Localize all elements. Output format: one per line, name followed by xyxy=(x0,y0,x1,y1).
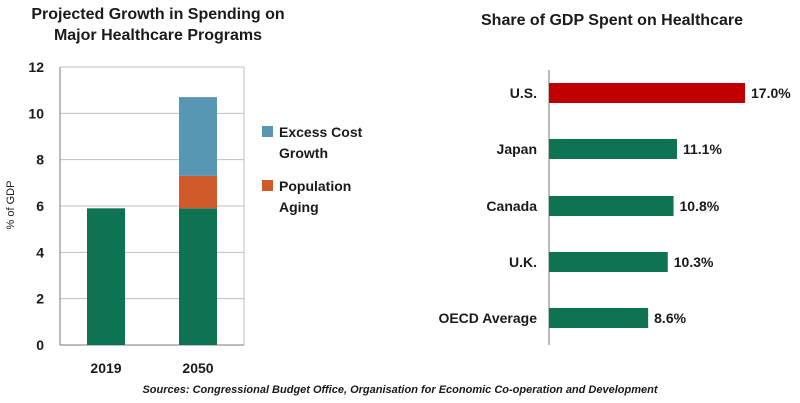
right-value-label: 10.3% xyxy=(674,254,714,270)
right-bar xyxy=(549,252,668,272)
right-category-label: OECD Average xyxy=(438,310,537,326)
left-bar-segment xyxy=(179,175,217,209)
right-value-label: 8.6% xyxy=(654,310,686,326)
left-chart-x-ticks: 2019 2050 xyxy=(90,360,213,376)
left-chart-legend: Excess Cost Growth Population Aging xyxy=(262,124,363,215)
left-y-tick-label: 4 xyxy=(36,244,44,260)
left-bar-segment xyxy=(179,208,217,345)
right-category-label: U.K. xyxy=(509,254,537,270)
right-value-label: 17.0% xyxy=(751,85,791,101)
left-chart-y-ticks: 0 2 4 6 8 10 12 xyxy=(28,59,44,353)
right-category-label: U.S. xyxy=(510,85,537,101)
left-y-tick-label: 2 xyxy=(36,291,44,307)
legend-label: Aging xyxy=(279,199,319,215)
left-bar-segment xyxy=(179,97,217,176)
right-value-label: 11.1% xyxy=(683,141,722,157)
right-bar xyxy=(549,83,745,103)
left-chart-title-line-2: Major Healthcare Programs xyxy=(54,27,262,44)
left-chart-title-line-1: Projected Growth in Spending on xyxy=(31,6,284,23)
right-bar xyxy=(549,196,674,216)
right-chart-title: Share of GDP Spent on Healthcare xyxy=(481,12,743,29)
right-bar xyxy=(549,139,677,159)
legend-label: Excess Cost xyxy=(279,124,363,140)
left-y-tick-label: 0 xyxy=(36,337,44,353)
right-bar xyxy=(549,308,649,328)
source-note: Sources: Congressional Budget Office, Or… xyxy=(142,384,658,396)
left-bar-segment xyxy=(87,208,125,345)
left-chart-y-axis-label: % of GDP xyxy=(5,181,17,230)
left-y-tick-label: 12 xyxy=(28,59,44,75)
right-category-label: Japan xyxy=(497,141,537,157)
left-chart-bars xyxy=(87,97,217,345)
legend-label: Growth xyxy=(279,145,328,161)
right-chart-bars: U.S. 17.0% Japan 11.1% Canada 10.8% U.K. 10.3% O… xyxy=(438,70,791,345)
left-x-tick-label: 2019 xyxy=(90,360,121,376)
left-y-tick-label: 10 xyxy=(28,105,44,121)
legend-swatch xyxy=(262,126,273,137)
left-x-tick-label: 2050 xyxy=(182,360,213,376)
right-value-label: 10.8% xyxy=(680,198,720,214)
left-y-tick-label: 8 xyxy=(36,152,44,168)
right-category-label: Canada xyxy=(486,198,537,214)
left-y-tick-label: 6 xyxy=(36,198,44,214)
legend-label: Population xyxy=(279,178,351,194)
legend-swatch xyxy=(262,180,273,191)
